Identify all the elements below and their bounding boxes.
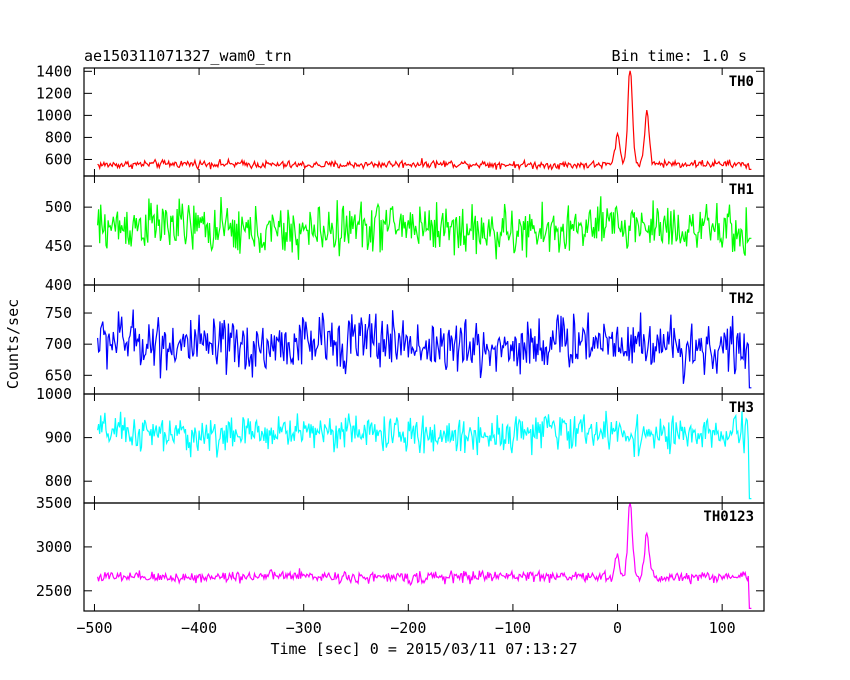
x-tick-label: −300: [286, 619, 322, 637]
panel-frame: [83, 67, 765, 177]
x-tick-label: −400: [181, 619, 217, 637]
y-tick-label: 900: [45, 429, 72, 447]
y-tick-label: 400: [45, 276, 72, 294]
x-tick-label: 100: [709, 619, 736, 637]
panel-label: TH0123: [703, 509, 754, 525]
y-tick-label: 500: [45, 198, 72, 216]
panel-th1: 400 450 500 TH1: [45, 175, 765, 294]
y-tick-label: 2500: [36, 582, 72, 600]
y-tick-label: 1200: [36, 84, 72, 102]
panels: 600 800 1000 1200 1400 TH0 400 450 500 TH1 650 700 7…: [36, 62, 765, 612]
x-tick-label: −200: [390, 619, 426, 637]
y-tick-label: 3000: [36, 538, 72, 556]
x-tick-label: −500: [76, 619, 112, 637]
series-line-th0123: [97, 502, 752, 610]
y-tick-label: 1000: [36, 106, 72, 124]
panel-label: TH2: [729, 291, 754, 307]
panel-frame: [83, 502, 765, 612]
y-tick-label: 800: [45, 472, 72, 490]
y-tick-label: 1400: [36, 62, 72, 80]
series-line-th3: [97, 410, 752, 500]
panel-frame: [83, 284, 765, 395]
panel-th2: 650 700 750 TH2: [45, 284, 765, 395]
series-line-th1: [97, 196, 752, 260]
y-tick-label: 750: [45, 304, 72, 322]
y-tick-label: 450: [45, 237, 72, 255]
panel-label: TH1: [729, 182, 754, 198]
x-tick-label: −100: [495, 619, 531, 637]
bin-time-label: Bin time: 1.0 s: [612, 47, 747, 65]
chart-title: ae150311071327_wam0_trn: [84, 47, 292, 65]
series-line-th0: [97, 70, 752, 171]
x-axis: −500 −400 −300 −200 −100 0 100: [76, 619, 735, 637]
x-axis-label: Time [sec] 0 = 2015/03/11 07:13:27: [270, 640, 577, 658]
y-tick-label: 3500: [36, 494, 72, 512]
y-tick-label: 600: [45, 150, 72, 168]
y-tick-label: 650: [45, 366, 72, 384]
series-line-th2: [97, 309, 752, 389]
x-tick-label: 0: [613, 619, 622, 637]
panel-label: TH0: [729, 74, 754, 90]
panel-th0123: 2500 3000 3500 TH0123: [36, 494, 765, 612]
panel-th3: 800 900 1000 TH3: [36, 385, 765, 504]
panel-label: TH3: [729, 400, 754, 416]
y-tick-label: 800: [45, 128, 72, 146]
panel-th0: 600 800 1000 1200 1400 TH0: [36, 62, 765, 177]
y-axis-label: Counts/sec: [4, 299, 22, 389]
y-tick-label: 1000: [36, 385, 72, 403]
y-tick-label: 700: [45, 335, 72, 353]
